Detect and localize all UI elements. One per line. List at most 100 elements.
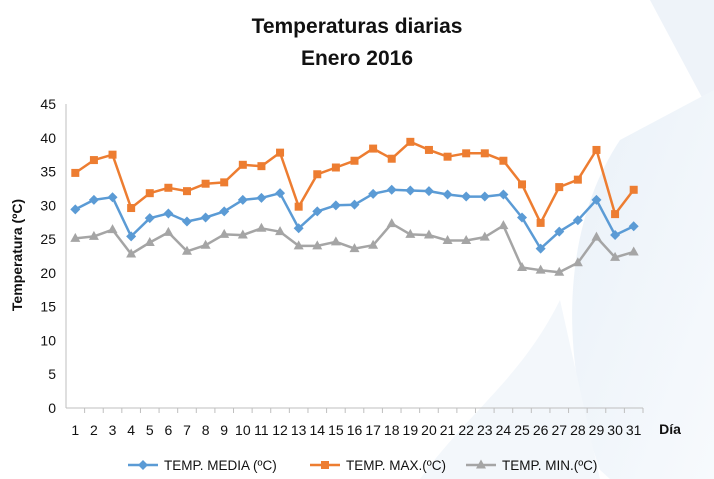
data-point xyxy=(220,178,229,187)
data-point xyxy=(349,199,360,210)
data-point xyxy=(237,229,248,239)
legend-entry: TEMP. MIN.(ºC) xyxy=(466,458,597,473)
data-point xyxy=(88,230,99,240)
legend-entry: TEMP. MEDIA (ºC) xyxy=(128,458,277,473)
data-point xyxy=(107,224,118,234)
data-point xyxy=(108,150,117,159)
y-tick-label: 10 xyxy=(40,332,56,348)
x-tick-label: 7 xyxy=(183,422,191,438)
series-layer xyxy=(70,137,639,276)
data-point xyxy=(629,185,638,194)
x-tick-label: 11 xyxy=(254,422,269,438)
data-point xyxy=(368,188,379,199)
data-point xyxy=(349,243,360,253)
legend-entry: TEMP. MAX.(ºC) xyxy=(310,458,446,473)
x-tick-label: 27 xyxy=(551,422,567,438)
series-triangle xyxy=(70,218,639,276)
data-point xyxy=(219,228,230,238)
x-tick-label: 29 xyxy=(589,422,605,438)
chart-legend: TEMP. MEDIA (ºC) TEMP. MAX.(ºC) TEMP. MIN.… xyxy=(128,458,597,473)
series-square xyxy=(71,137,638,227)
x-tick-label: 19 xyxy=(403,422,419,438)
x-tick-label: 24 xyxy=(496,422,512,438)
data-point xyxy=(330,200,341,211)
y-tick-label: 5 xyxy=(48,366,56,382)
y-tick-label: 30 xyxy=(40,197,56,213)
data-point xyxy=(144,236,155,246)
data-point xyxy=(331,163,340,172)
data-point xyxy=(536,218,545,227)
data-point xyxy=(518,180,527,189)
y-axis-label: Temperatura (ºC) xyxy=(9,199,25,311)
x-tick-label: 18 xyxy=(384,422,400,438)
data-point xyxy=(555,183,564,192)
x-tick-label: 9 xyxy=(220,422,228,438)
data-point xyxy=(107,192,118,203)
x-tick-label: 6 xyxy=(164,422,172,438)
data-point xyxy=(405,185,416,196)
legend-marker xyxy=(476,459,486,469)
data-point xyxy=(591,231,602,241)
data-point xyxy=(368,239,379,249)
data-point xyxy=(88,194,99,205)
x-tick-label: 4 xyxy=(127,422,135,438)
x-tick-label: 31 xyxy=(626,422,642,438)
data-point xyxy=(330,236,341,246)
data-point xyxy=(350,156,359,165)
legend-marker xyxy=(321,461,329,469)
data-point xyxy=(610,230,621,241)
data-point xyxy=(276,148,285,157)
data-point xyxy=(256,222,267,232)
data-point xyxy=(572,215,583,226)
data-point xyxy=(628,221,639,232)
data-point xyxy=(181,245,192,255)
data-point xyxy=(535,243,546,254)
data-point xyxy=(70,204,81,215)
data-point xyxy=(462,149,471,158)
x-tick-label: 21 xyxy=(440,422,456,438)
data-point xyxy=(423,229,434,239)
data-point xyxy=(71,168,80,177)
data-point xyxy=(369,144,378,153)
data-point xyxy=(237,194,248,205)
data-point xyxy=(275,188,286,199)
chart-title: Temperaturas diarias xyxy=(252,15,463,38)
data-point xyxy=(238,160,247,169)
data-point xyxy=(442,189,453,200)
data-point xyxy=(313,170,322,179)
data-point xyxy=(424,145,433,154)
y-tick-label: 40 xyxy=(40,130,56,146)
data-point xyxy=(499,156,508,165)
data-point xyxy=(126,248,137,258)
x-tick-label: 5 xyxy=(146,422,154,438)
x-tick-label: 22 xyxy=(458,422,474,438)
data-point xyxy=(498,189,509,200)
data-point xyxy=(293,223,304,234)
data-point xyxy=(479,191,490,202)
x-tick-label: 30 xyxy=(607,422,623,438)
data-point xyxy=(386,184,397,195)
data-point xyxy=(256,192,267,203)
data-point xyxy=(517,261,528,271)
data-point xyxy=(200,212,211,223)
x-tick-label: 25 xyxy=(514,422,530,438)
x-tick-label: 14 xyxy=(309,422,325,438)
chart-subtitle: Enero 2016 xyxy=(301,47,413,70)
x-tick-label: 26 xyxy=(533,422,549,438)
data-point xyxy=(628,246,639,256)
data-point xyxy=(126,231,137,242)
data-point xyxy=(480,149,489,158)
x-tick-label: 10 xyxy=(235,422,251,438)
y-tick-label: 25 xyxy=(40,231,56,247)
data-point xyxy=(294,202,303,211)
x-tick-label: 28 xyxy=(570,422,586,438)
y-tick-label: 45 xyxy=(40,96,56,112)
data-point xyxy=(387,154,396,163)
data-point xyxy=(144,213,155,224)
series-line xyxy=(74,140,635,225)
x-tick-label: 13 xyxy=(291,422,307,438)
data-point xyxy=(406,137,415,146)
data-point xyxy=(479,231,490,241)
